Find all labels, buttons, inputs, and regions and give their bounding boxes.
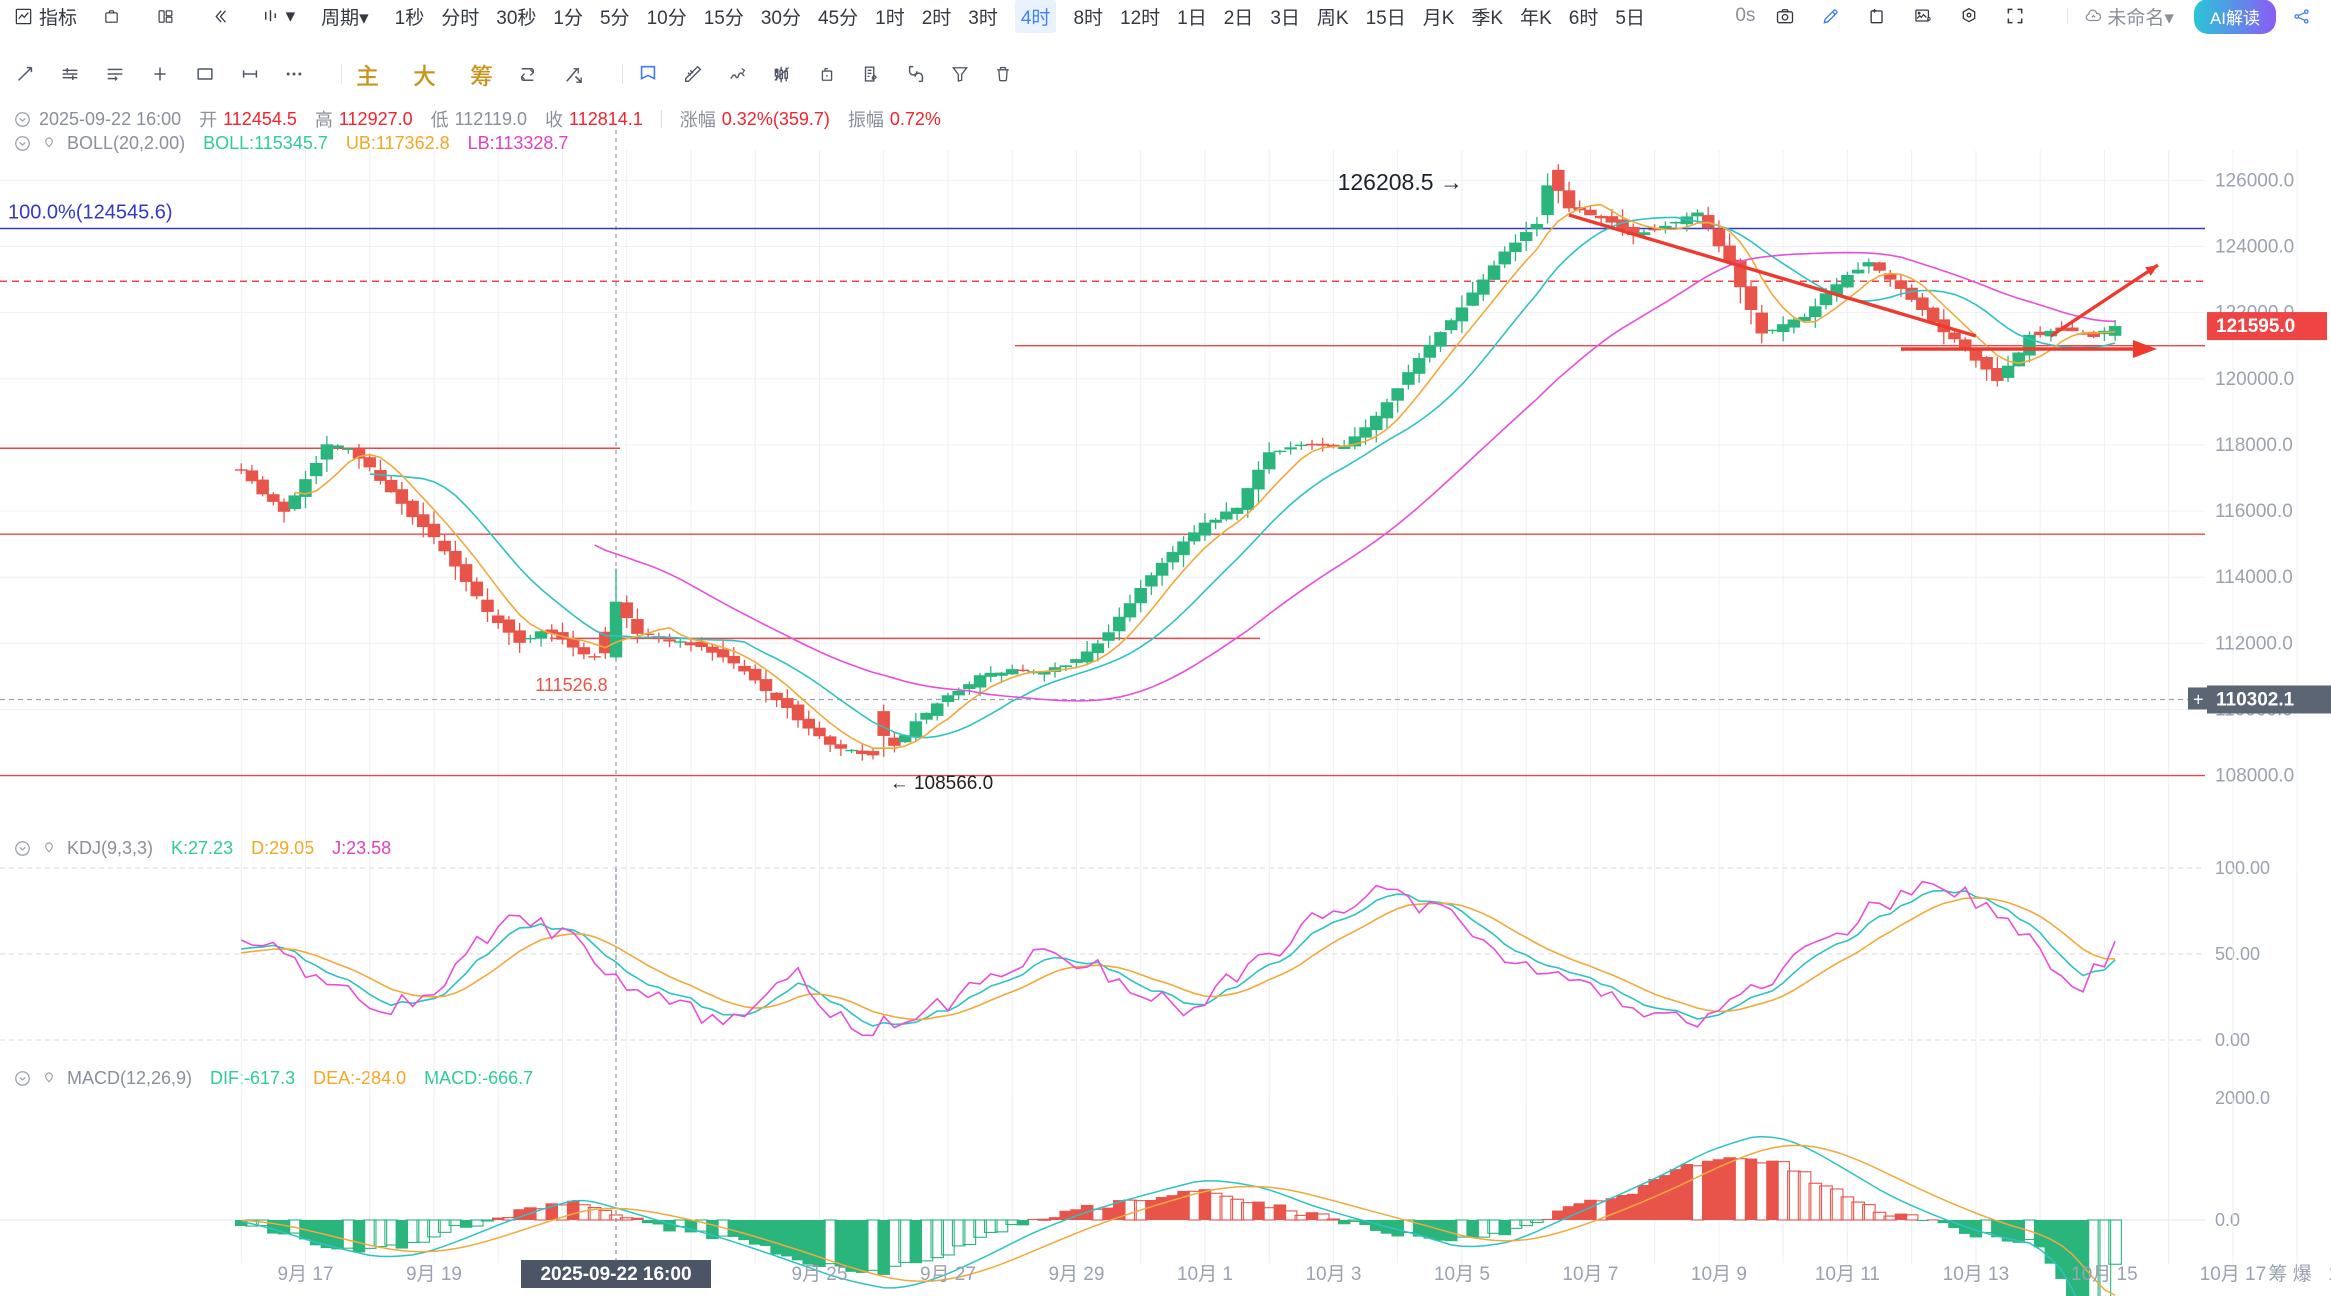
svg-text:+: + (2193, 689, 2204, 709)
svg-text:120000.0: 120000.0 (2215, 369, 2294, 390)
svg-text:111526.8: 111526.8 (535, 675, 607, 695)
svg-text:10月 11: 10月 11 (1815, 1264, 1880, 1285)
svg-text:9月 19: 9月 19 (406, 1264, 462, 1285)
svg-text:126000.0: 126000.0 (2215, 170, 2294, 191)
svg-text:118000.0: 118000.0 (2215, 435, 2293, 456)
svg-text:124000.0: 124000.0 (2215, 237, 2294, 258)
svg-text:9月 27: 9月 27 (920, 1264, 976, 1285)
svg-text:10月 5: 10月 5 (1434, 1264, 1490, 1285)
svg-text:108000.0: 108000.0 (2215, 766, 2294, 787)
svg-text:← 108566.0: ← 108566.0 (890, 773, 994, 794)
svg-text:116000.0: 116000.0 (2215, 501, 2293, 522)
svg-text:114000.0: 114000.0 (2215, 567, 2293, 588)
svg-text:10月 1: 10月 1 (1177, 1264, 1233, 1285)
svg-text:100.00: 100.00 (2215, 858, 2270, 878)
svg-text:0.0: 0.0 (2215, 1210, 2240, 1230)
svg-text:筹 爆: 筹 爆 (2268, 1263, 2311, 1285)
svg-text:10月 7: 10月 7 (1562, 1264, 1618, 1285)
svg-text:10月 13: 10月 13 (1943, 1264, 2010, 1285)
svg-text:9月 17: 9月 17 (277, 1264, 333, 1285)
svg-text:10月 3: 10月 3 (1305, 1264, 1361, 1285)
svg-text:10月 9: 10月 9 (1691, 1264, 1747, 1285)
svg-text:10月 17: 10月 17 (2200, 1264, 2267, 1285)
svg-text:112000.0: 112000.0 (2215, 633, 2293, 654)
svg-text:100.0%(124545.6): 100.0%(124545.6) (8, 201, 173, 223)
svg-text:2000.0: 2000.0 (2215, 1088, 2270, 1108)
svg-text:110302.1: 110302.1 (2216, 689, 2295, 710)
svg-text:2025-09-22 16:00: 2025-09-22 16:00 (540, 1264, 691, 1285)
svg-text:50.00: 50.00 (2215, 944, 2260, 964)
svg-text:10月 15: 10月 15 (2071, 1264, 2138, 1285)
svg-text:121595.0: 121595.0 (2216, 316, 2295, 337)
svg-text:9月 25: 9月 25 (791, 1264, 847, 1285)
svg-text:126208.5 →: 126208.5 → (1338, 169, 1463, 195)
svg-text:9月 29: 9月 29 (1048, 1264, 1104, 1285)
